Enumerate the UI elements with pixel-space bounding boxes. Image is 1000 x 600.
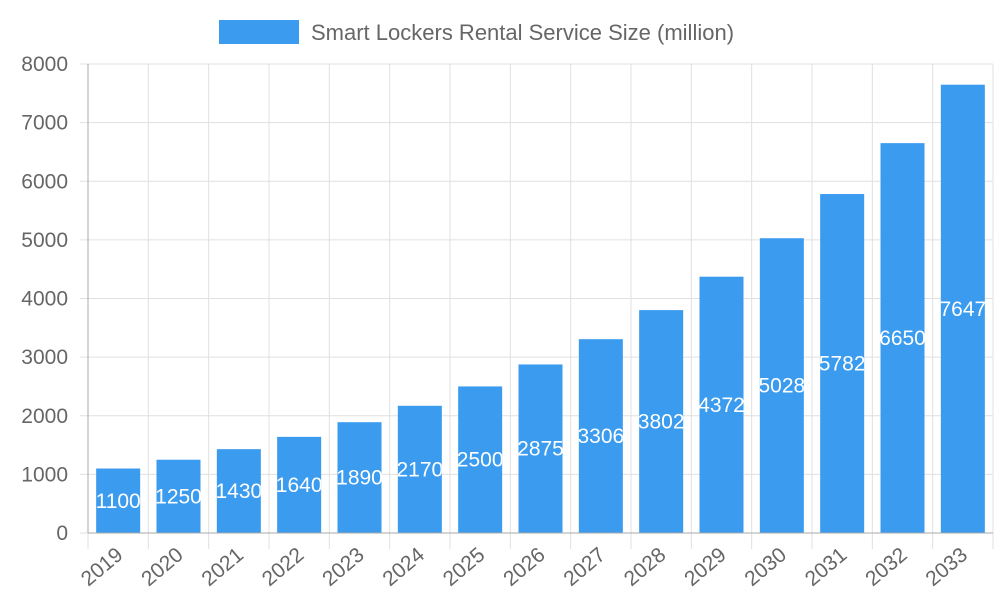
data-label-2019: 1100 (96, 490, 141, 513)
y-tick-label: 0 (56, 522, 68, 545)
data-label-2029: 4372 (698, 394, 745, 417)
bar-2032 (880, 143, 925, 534)
x-tick-label: 2027 (559, 543, 610, 591)
legend[interactable]: Smart Lockers Rental Service Size (milli… (219, 20, 734, 45)
data-label-2022: 1640 (276, 474, 323, 497)
bar-2029 (699, 276, 744, 533)
data-label-2032: 6650 (879, 327, 926, 350)
x-tick-label: 2026 (499, 543, 550, 591)
bar-2030 (759, 238, 804, 533)
data-label-2020: 1250 (155, 485, 202, 508)
bar-2021 (216, 449, 261, 533)
bar-2020 (156, 459, 201, 533)
bar-2033 (940, 84, 985, 533)
bar-2025 (458, 386, 503, 533)
x-tick-label: 2028 (620, 543, 671, 591)
x-tick-label: 2019 (77, 543, 128, 591)
data-label-2024: 2170 (396, 458, 443, 481)
data-label-2030: 5028 (758, 375, 805, 398)
bar-2027 (578, 339, 623, 533)
data-label-2027: 3306 (577, 425, 624, 448)
x-tick-label: 2025 (439, 543, 490, 591)
x-tick-label: 2024 (378, 543, 429, 591)
x-tick-label: 2023 (318, 543, 369, 591)
bar-2024 (397, 405, 442, 533)
bar-2019 (96, 468, 141, 533)
data-label-2033: 7647 (939, 298, 986, 321)
legend-swatch (219, 20, 299, 44)
data-label-2028: 3802 (638, 411, 685, 434)
y-tick-label: 7000 (21, 112, 68, 135)
x-tick-label: 2029 (680, 543, 731, 591)
data-label-2021: 1430 (215, 480, 262, 503)
data-label-2023: 1890 (336, 467, 383, 490)
bar-2022 (277, 436, 322, 533)
x-tick-label: 2020 (137, 543, 188, 591)
y-tick-label: 4000 (21, 288, 68, 311)
y-tick-label: 5000 (21, 229, 68, 252)
x-tick-label: 2032 (861, 543, 912, 591)
data-label-2026: 2875 (517, 438, 564, 461)
data-label-2025: 2500 (457, 449, 504, 472)
bar-2028 (639, 310, 684, 533)
y-tick-label: 8000 (21, 53, 68, 76)
x-tick-label: 2031 (801, 543, 852, 591)
legend-label: Smart Lockers Rental Service Size (milli… (311, 20, 734, 45)
x-tick-label: 2022 (258, 543, 309, 591)
data-label-2031: 5782 (819, 353, 866, 376)
y-tick-label: 2000 (21, 405, 68, 428)
bar-2023 (337, 422, 382, 533)
bar-2031 (820, 194, 865, 533)
y-tick-label: 3000 (21, 346, 68, 369)
bar-2026 (518, 364, 563, 533)
x-tick-label: 2033 (921, 543, 972, 591)
y-tick-label: 6000 (21, 170, 68, 193)
x-tick-label: 2021 (197, 543, 248, 591)
x-tick-label: 2030 (740, 543, 791, 591)
y-tick-label: 1000 (21, 463, 68, 486)
